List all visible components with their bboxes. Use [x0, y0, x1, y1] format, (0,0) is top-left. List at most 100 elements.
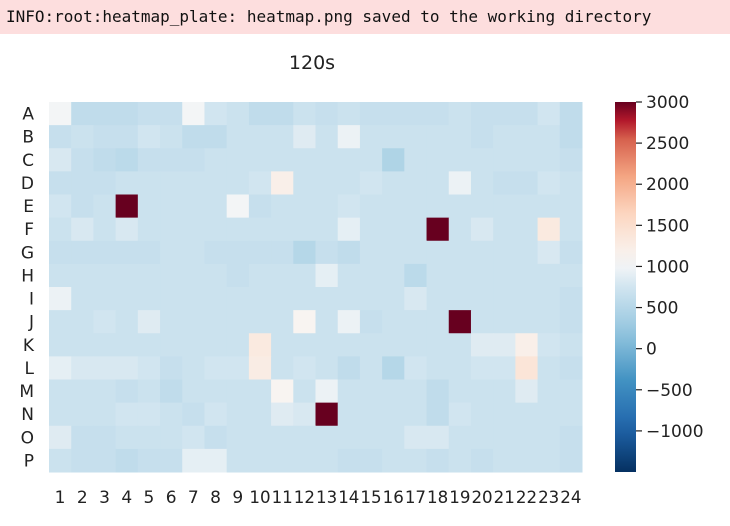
heatmap-cell-N10: [248, 402, 272, 427]
heatmap-cell-E24: [559, 194, 583, 219]
heatmap-cell-K16: [382, 333, 405, 357]
heatmap-cell-M22: [515, 379, 539, 404]
heatmap-cell-M11: [271, 379, 294, 404]
heatmap-cell-H17: [404, 263, 428, 288]
heatmap-cell-G19: [448, 240, 472, 265]
heatmap-cell-F12: [293, 217, 316, 242]
heatmap-cell-H13: [315, 263, 339, 288]
row-label-C: C: [22, 151, 34, 171]
heatmap-cell-L6: [160, 356, 183, 381]
heatmap-cell-H24: [559, 263, 583, 288]
heatmap-cell-F21: [493, 217, 516, 242]
heatmap-cell-C12: [293, 148, 316, 172]
heatmap-cell-F19: [448, 217, 472, 242]
heatmap-cell-I23: [537, 287, 561, 311]
heatmap-cell-F22: [515, 217, 539, 242]
heatmap-cell-M6: [160, 379, 183, 404]
heatmap-cell-L18: [426, 356, 450, 381]
heatmap-cell-F18: [426, 217, 450, 242]
heatmap-cell-I9: [226, 287, 250, 311]
heatmap-cell-B6: [160, 125, 183, 149]
heatmap-cell-H19: [448, 263, 472, 288]
heatmap-cell-G22: [515, 240, 539, 265]
column-label-17: 17: [405, 488, 426, 508]
heatmap-cell-L16: [382, 356, 405, 381]
heatmap-cell-H5: [137, 263, 161, 288]
heatmap-cell-I12: [293, 287, 316, 311]
heatmap-cell-F5: [137, 217, 161, 242]
column-label-23: 23: [538, 488, 559, 508]
heatmap-cell-G18: [426, 240, 450, 265]
heatmap-cell-N12: [293, 402, 316, 427]
heatmap-cell-J24: [559, 310, 583, 334]
heatmap-cell-B22: [515, 125, 539, 149]
heatmap-cell-N2: [71, 402, 94, 427]
column-label-8: 8: [210, 488, 221, 508]
heatmap-cell-O23: [537, 425, 561, 450]
heatmap-cell-D15: [359, 171, 383, 196]
heatmap-cell-A2: [71, 102, 94, 126]
row-label-L: L: [25, 359, 35, 379]
heatmap-cell-B4: [115, 125, 139, 149]
heatmap-cell-N23: [537, 402, 561, 427]
heatmap-cell-G3: [93, 240, 117, 265]
heatmap-cell-I17: [404, 287, 428, 311]
heatmap-cell-O3: [93, 425, 117, 450]
heatmap-cell-O19: [448, 425, 472, 450]
heatmap-cell-K12: [293, 333, 316, 357]
column-label-18: 18: [427, 488, 448, 508]
heatmap-cell-H8: [204, 263, 228, 288]
heatmap-cell-C10: [248, 148, 272, 172]
heatmap-cell-B7: [182, 125, 205, 149]
heatmap-cell-F11: [271, 217, 294, 242]
heatmap-cell-F6: [160, 217, 183, 242]
heatmap-cell-P17: [404, 448, 428, 473]
heatmap-cell-M4: [115, 379, 139, 404]
heatmap-cell-D16: [382, 171, 405, 196]
heatmap-cell-B24: [559, 125, 583, 149]
heatmap-cell-C8: [204, 148, 228, 172]
heatmap-cell-C9: [226, 148, 250, 172]
heatmap-cell-I22: [515, 287, 539, 311]
heatmap-cell-P3: [93, 448, 117, 473]
heatmap-cell-C13: [315, 148, 339, 172]
heatmap-cell-O24: [559, 425, 583, 450]
heatmap-cell-G20: [470, 240, 494, 265]
heatmap-cell-O21: [493, 425, 516, 450]
heatmap-cell-B16: [382, 125, 405, 149]
row-label-A: A: [22, 105, 34, 125]
heatmap-cell-O12: [293, 425, 316, 450]
colorbar-tick-label: 0: [646, 340, 657, 360]
heatmap-cell-O17: [404, 425, 428, 450]
heatmap-cell-B9: [226, 125, 250, 149]
heatmap-cell-F20: [470, 217, 494, 242]
heatmap-cell-K10: [248, 333, 272, 357]
heatmap-cell-O4: [115, 425, 139, 450]
heatmap-cell-C18: [426, 148, 450, 172]
column-label-12: 12: [294, 488, 315, 508]
heatmap-cell-L11: [271, 356, 294, 381]
heatmap-cell-M24: [559, 379, 583, 404]
heatmap-cell-E16: [382, 194, 405, 219]
heatmap-cell-P1: [49, 448, 72, 473]
heatmap-cell-P8: [204, 448, 228, 473]
heatmap-cell-D20: [470, 171, 494, 196]
heatmap-cell-N16: [382, 402, 405, 427]
colorbar-tick-label: −500: [646, 381, 693, 401]
heatmap-cell-D14: [337, 171, 361, 196]
heatmap-cell-I18: [426, 287, 450, 311]
heatmap-cell-O18: [426, 425, 450, 450]
heatmap-cell-G8: [204, 240, 228, 265]
heatmap-cell-B5: [137, 125, 161, 149]
heatmap-cell-N3: [93, 402, 117, 427]
heatmap-cell-H18: [426, 263, 450, 288]
heatmap-cell-F9: [226, 217, 250, 242]
heatmap-cell-H7: [182, 263, 205, 288]
heatmap-cell-B15: [359, 125, 383, 149]
heatmap-cell-O13: [315, 425, 339, 450]
heatmap-cell-O8: [204, 425, 228, 450]
heatmap-cell-L24: [559, 356, 583, 381]
heatmap-cell-B13: [315, 125, 339, 149]
heatmap-cell-M13: [315, 379, 339, 404]
heatmap-cell-N1: [49, 402, 72, 427]
